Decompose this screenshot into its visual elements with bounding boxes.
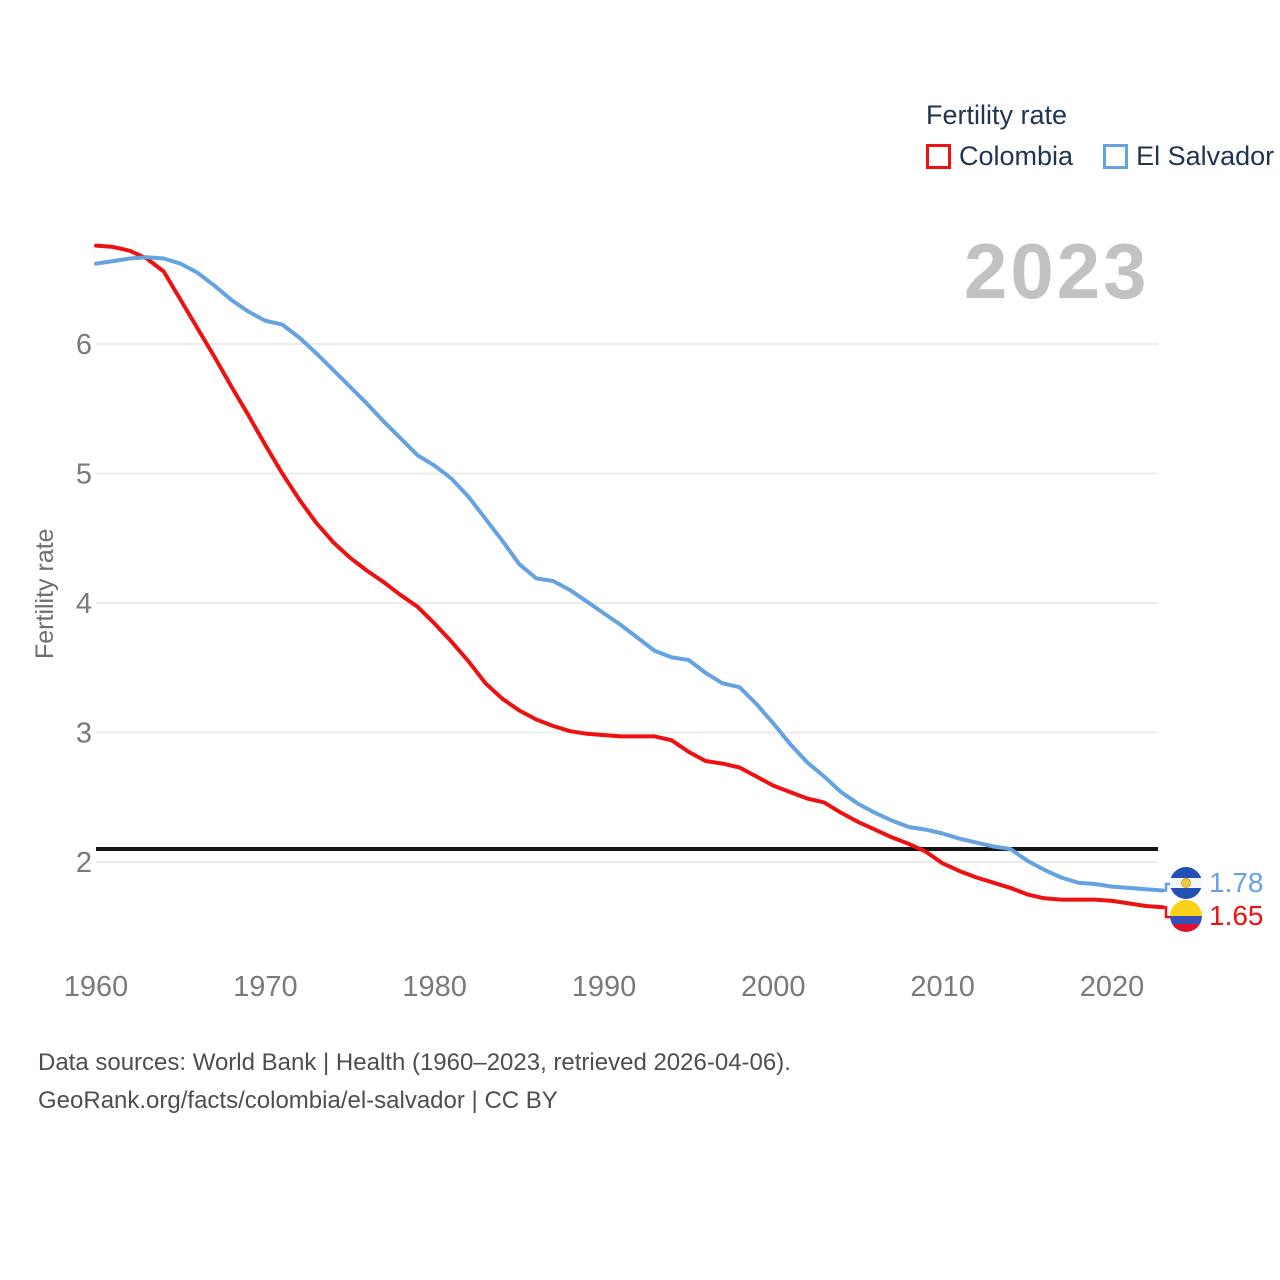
chart-legend: Fertility rate Colombia El Salvador xyxy=(926,100,1274,172)
series-line-colombia[interactable] xyxy=(94,243,1165,910)
el-salvador-end-value: 1.78 xyxy=(1209,867,1264,898)
series-line-el-salvador[interactable] xyxy=(94,255,1165,893)
end-label-colombia: 1.65 xyxy=(1170,900,1264,932)
y-tick-label-3: 3 xyxy=(76,718,92,750)
source-note: Data sources: World Bank | Health (1960–… xyxy=(38,1044,791,1120)
x-tick-label-1970: 1970 xyxy=(233,971,298,1003)
end-connector-el-salvador xyxy=(1160,882,1171,892)
legend-rows: Colombia El Salvador xyxy=(926,141,1274,172)
y-tick-label-6: 6 xyxy=(76,329,92,361)
legend-item-el-salvador[interactable]: El Salvador xyxy=(1103,141,1274,172)
legend-title: Fertility rate xyxy=(926,100,1068,130)
source-line-2: GeoRank.org/facts/colombia/el-salvador |… xyxy=(38,1087,558,1114)
x-tick-label-2010: 2010 xyxy=(910,971,975,1003)
y-tick-label-4: 4 xyxy=(76,588,92,620)
y-tick-label-5: 5 xyxy=(76,459,92,491)
x-tick-label-2000: 2000 xyxy=(741,971,806,1003)
el-salvador-swatch-icon xyxy=(1103,144,1129,169)
legend-item-colombia[interactable]: Colombia xyxy=(926,141,1073,172)
y-axis-title: Fertility rate xyxy=(31,528,59,659)
colombia-end-value: 1.65 xyxy=(1209,900,1264,931)
colombia-flag-icon xyxy=(1170,900,1202,932)
legend-label: El Salvador xyxy=(1136,141,1275,171)
end-connector-colombia xyxy=(1160,906,1171,919)
source-line-1: Data sources: World Bank | Health (1960–… xyxy=(38,1049,791,1076)
el-salvador-flag-icon xyxy=(1170,867,1202,899)
colombia-swatch-icon xyxy=(926,144,951,169)
x-tick-label-2020: 2020 xyxy=(1080,971,1145,1003)
end-label-el-salvador: 1.78 xyxy=(1170,867,1264,899)
year-watermark: 2023 xyxy=(964,227,1150,315)
x-tick-label-1960: 1960 xyxy=(64,971,129,1003)
legend-label: Colombia xyxy=(959,141,1074,171)
y-tick-label-2: 2 xyxy=(76,847,92,879)
x-tick-label-1980: 1980 xyxy=(402,971,467,1003)
x-tick-label-1990: 1990 xyxy=(572,971,637,1003)
